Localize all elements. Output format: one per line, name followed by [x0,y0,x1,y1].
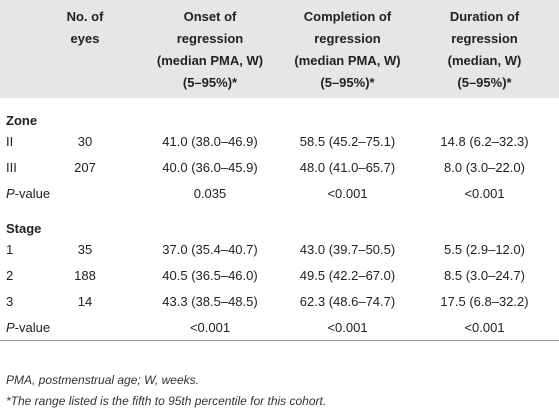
cell: 207 [74,159,96,175]
footnote: *The range listed is the fifth to 95th p… [6,394,327,408]
header-cell: Onset of regression (median PMA, W) (5–9… [135,0,285,98]
cell: 8.0 (3.0–22.0) [444,159,525,175]
section-row: Stage [0,206,559,236]
row: III 207 40.0 (36.0–45.9) 48.0 (41.0–65.7) 8.… [0,154,559,180]
cell: <0.001 [135,314,285,341]
cell: <0.001 [464,185,505,201]
row: P-value 0.035 <0.001 <0.001 [0,180,559,206]
cell [55,180,135,206]
cell: 30 [77,133,93,149]
row-label: 1 [6,241,14,257]
cell: <0.001 [285,314,410,341]
header-cell: Duration of regression (median, W) (5–95… [410,0,559,98]
row-label: II [6,133,14,149]
cell: 37.0 (35.4–40.7) [162,241,258,257]
row: 1 35 37.0 (35.4–40.7) 43.0 (39.7–50.5) 5.5 (… [0,236,559,262]
row: 3 14 43.3 (38.5–48.5) 62.3 (48.6–74.7) 17.5 … [0,288,559,314]
cell: 48.0 (41.0–65.7) [299,159,396,175]
row: 2 188 40.5 (36.5–46.0) 49.5 (42.2–67.0) 8.5 … [0,262,559,288]
section-title: Stage [6,221,42,236]
cell: 5.5 (2.9–12.0) [444,241,525,257]
row-label: P-value [0,314,55,341]
cell: 43.3 (38.5–48.5) [162,293,258,309]
row-label: 2 [6,267,14,283]
header-cell: No. of eyes [55,0,135,98]
row: II 30 41.0 (38.0–46.9) 58.5 (45.2–75.1) 14.8… [0,128,559,154]
cell: 43.0 (39.7–50.5) [299,241,396,257]
cell: 14 [77,293,93,309]
cell: <0.001 [327,185,368,201]
section-row: Zone [0,98,559,128]
row-label: 3 [6,293,14,309]
row-label: III [6,159,17,175]
cell: 40.5 (36.5–46.0) [162,267,258,283]
cell: 35 [77,241,93,257]
cell: 40.0 (36.0–45.9) [162,159,258,175]
header-cell: Completion of regression (median PMA, W)… [285,0,410,98]
cell: 14.8 (6.2–32.3) [440,133,529,149]
header-cell [0,0,55,98]
cell: 8.5 (3.0–24.7) [444,267,525,283]
cell: 17.5 (6.8–32.2) [440,293,529,309]
cell: 188 [74,267,96,283]
cell: 41.0 (38.0–46.9) [162,133,258,149]
header-row: No. of eyes Onset of regression (median P… [0,0,559,98]
table: No. of eyes Onset of regression (median P… [0,0,559,341]
cell [55,314,135,341]
cell: 58.5 (45.2–75.1) [299,133,396,149]
cell: 62.3 (48.6–74.7) [299,293,396,309]
cell: <0.001 [410,314,559,341]
cell: 49.5 (42.2–67.0) [299,267,396,283]
row-label: P-value [6,185,51,201]
row: P-value <0.001 <0.001 <0.001 [0,314,559,341]
section-title: Zone [6,113,38,128]
footnote: PMA, postmenstrual age; W, weeks. [6,373,199,387]
cell: 0.035 [193,185,227,201]
